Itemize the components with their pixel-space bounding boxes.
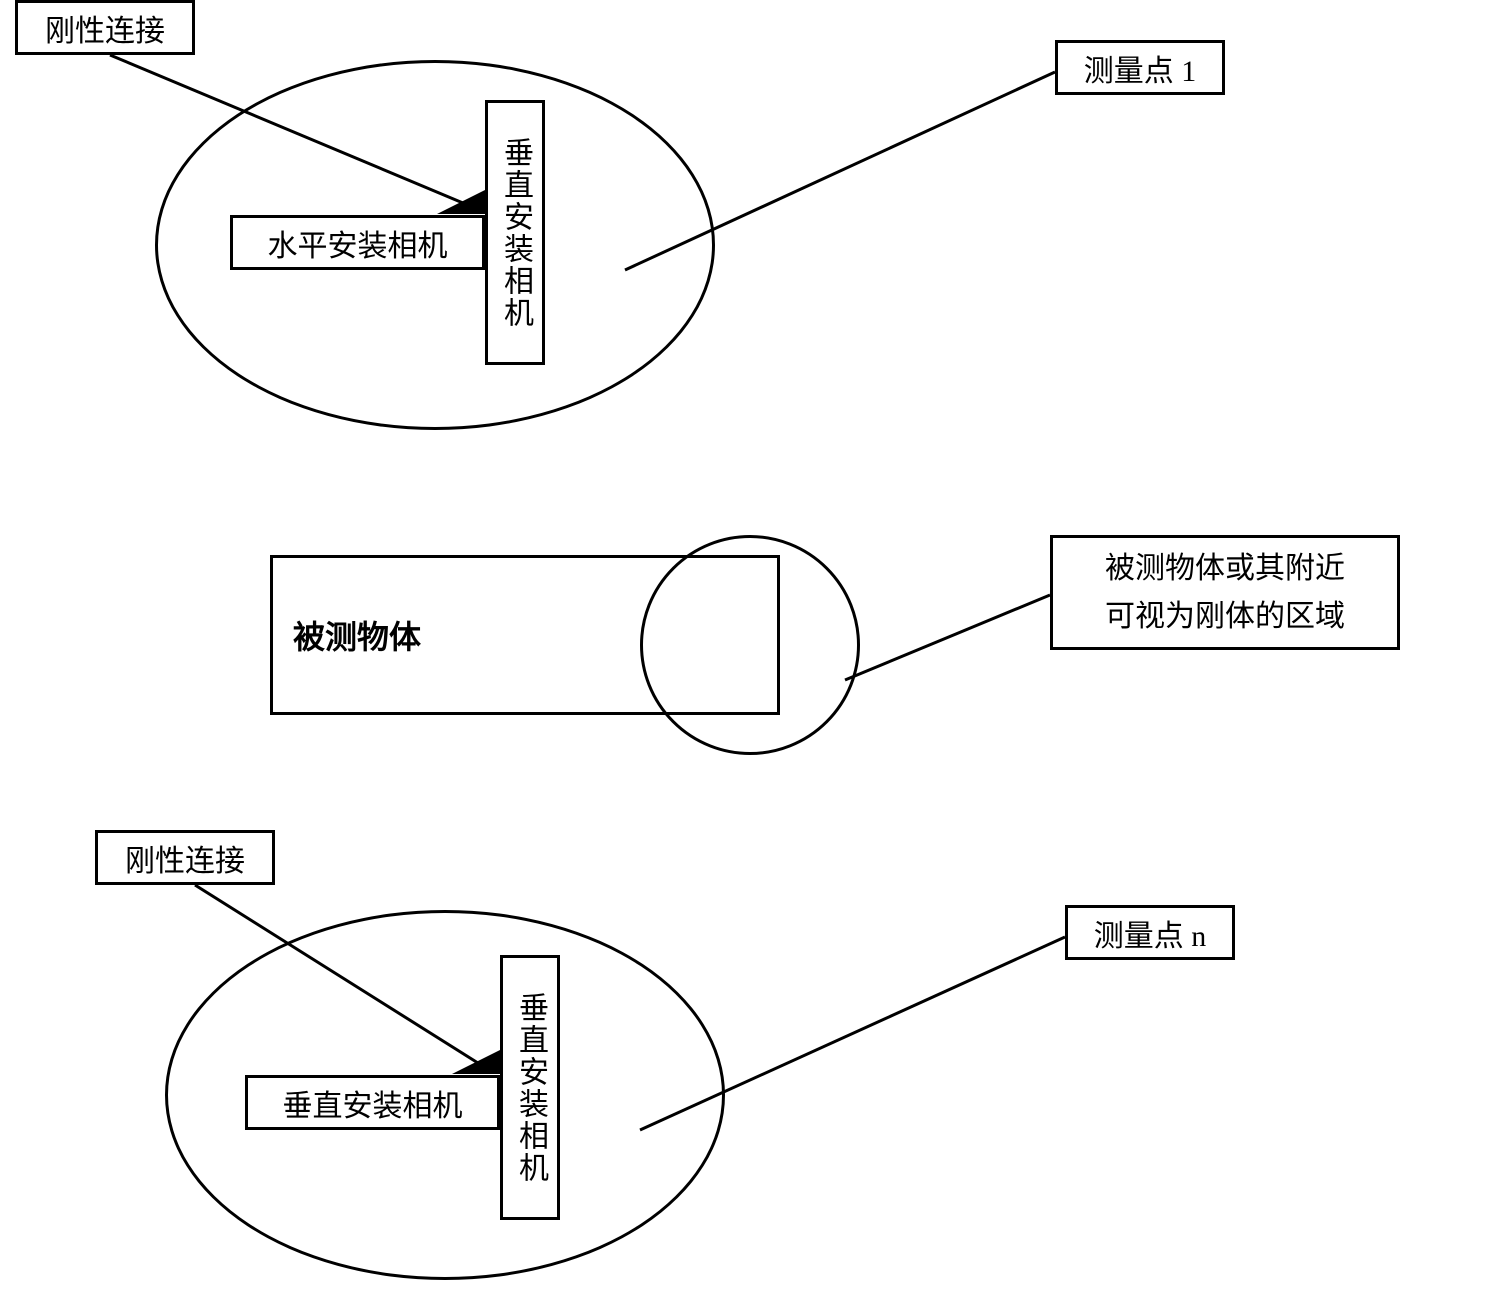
bottom-rigid-label: 刚性连接 [95,830,275,885]
top-mp-text: 测量点 1 [1084,46,1197,90]
rigid-area-label: 被测物体或其附近可视为刚体的区域 [1050,535,1400,650]
rigid-area-text: 被测物体或其附近可视为刚体的区域 [1105,545,1345,641]
bottom-triangle [452,1050,500,1074]
bottom-horiz-camera: 垂直安装相机 [245,1075,500,1130]
bottom-hcam-text: 垂直安装相机 [283,1081,463,1125]
top-hcam-text: 水平安装相机 [268,221,448,265]
top-vert-camera: 垂直安装相机 [485,100,545,365]
top-rigid-text: 刚性连接 [45,6,165,50]
bottom-measure-point: 测量点 n [1065,905,1235,960]
middle-area-line [845,595,1050,680]
top-triangle [437,190,485,214]
bottom-vcam-text: 垂直安装相机 [508,992,552,1184]
top-vcam-text: 垂直安装相机 [493,137,537,329]
bottom-mp-text: 测量点 n [1094,911,1207,955]
bottom-rigid-text: 刚性连接 [125,836,245,880]
measured-object-text: 被测物体 [293,612,421,658]
rigid-area-circle [640,535,860,755]
top-horiz-camera: 水平安装相机 [230,215,485,270]
top-measure-point: 测量点 1 [1055,40,1225,95]
top-rigid-label: 刚性连接 [15,0,195,55]
bottom-vert-camera: 垂直安装相机 [500,955,560,1220]
